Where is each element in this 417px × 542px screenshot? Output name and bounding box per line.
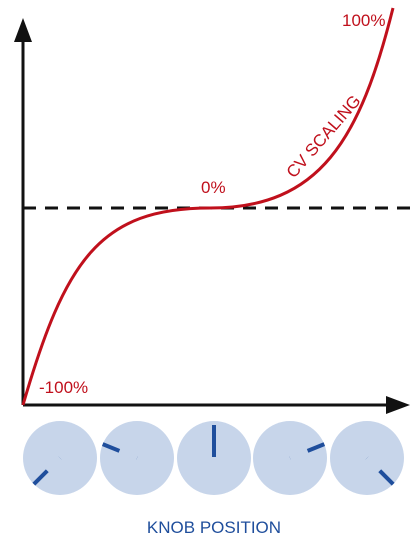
label-0-percent: 0% [201,178,226,197]
curve-label: CV SCALING [283,91,365,181]
knob-1 [23,421,97,495]
x-axis-label: KNOB POSITION [147,518,281,537]
label-100-percent: 100% [342,11,385,30]
cv-scaling-curve [21,7,395,406]
label-minus-100-percent: -100% [39,378,88,397]
y-axis [14,18,32,405]
knob-3 [177,421,251,495]
knob-2 [100,421,174,495]
knob-4 [253,421,327,495]
x-axis [23,396,410,414]
knob-row [23,421,404,495]
knob-5 [330,421,404,495]
